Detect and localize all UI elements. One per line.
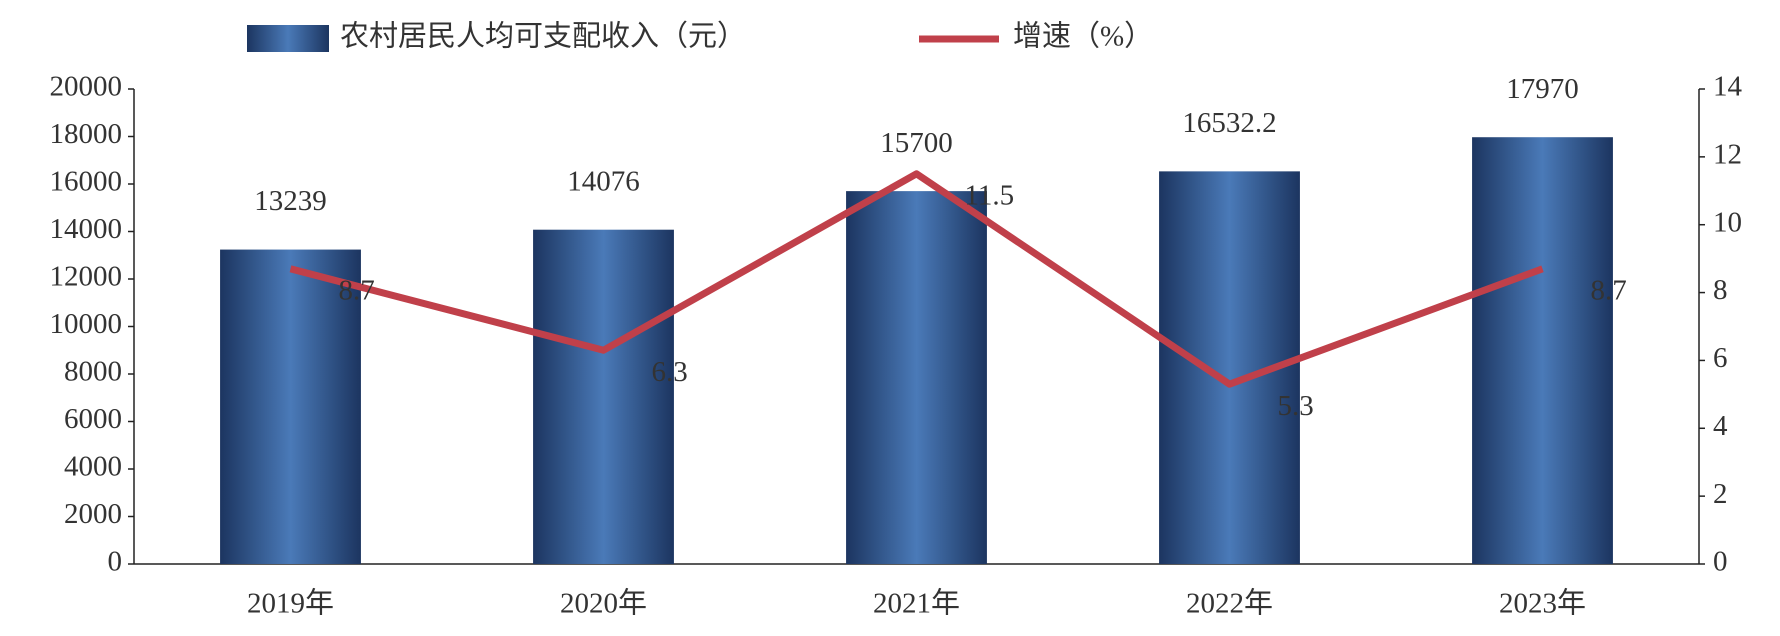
y2-tick-label: 0 — [1713, 546, 1728, 578]
y-tick-label: 8000 — [64, 356, 122, 388]
legend-label: 增速（%） — [1013, 20, 1153, 53]
y-tick-label: 16000 — [50, 166, 123, 198]
y-tick-label: 6000 — [64, 403, 122, 435]
x-tick-label: 2019年 — [247, 587, 334, 620]
y-tick-label: 18000 — [50, 118, 123, 150]
bar — [1472, 137, 1613, 564]
y-tick-label: 4000 — [64, 451, 122, 483]
line — [289, 170, 1544, 388]
line-label: 11.5 — [965, 179, 1015, 211]
y-tick-label: 10000 — [50, 308, 123, 340]
y2-tick-label: 14 — [1713, 71, 1743, 103]
x-tick-label: 2023年 — [1499, 587, 1586, 620]
legend-swatch — [247, 25, 329, 52]
bar — [846, 191, 987, 564]
bar-label: 17970 — [1506, 73, 1579, 105]
y-tick-label: 20000 — [50, 71, 123, 103]
y2-tick-label: 8 — [1713, 274, 1728, 306]
y-tick-label: 14000 — [50, 213, 123, 245]
line-label: 8.7 — [1591, 274, 1627, 306]
bar — [533, 229, 674, 564]
x-tick-label: 2021年 — [873, 587, 960, 620]
y-tick-label: 12000 — [50, 261, 123, 293]
bar — [220, 249, 361, 565]
bar-label: 13239 — [254, 185, 327, 217]
line-label: 5.3 — [1278, 390, 1314, 422]
legend-label: 农村居民人均可支配收入（元） — [340, 20, 746, 53]
y2-tick-label: 6 — [1713, 342, 1728, 374]
y2-tick-label: 2 — [1713, 478, 1728, 510]
bar-label: 15700 — [880, 127, 953, 159]
y2-tick-label: 10 — [1713, 206, 1742, 238]
x-tick-label: 2020年 — [560, 587, 647, 620]
y2-tick-label: 12 — [1713, 139, 1742, 171]
bar-label: 14076 — [567, 165, 640, 197]
y2-tick-label: 4 — [1713, 410, 1728, 442]
y-tick-label: 0 — [108, 546, 123, 578]
line-label: 8.7 — [339, 274, 375, 306]
bar-label: 16532.2 — [1182, 107, 1276, 139]
x-tick-label: 2022年 — [1186, 587, 1273, 620]
y-tick-label: 2000 — [64, 498, 122, 530]
line-label: 6.3 — [652, 356, 688, 388]
